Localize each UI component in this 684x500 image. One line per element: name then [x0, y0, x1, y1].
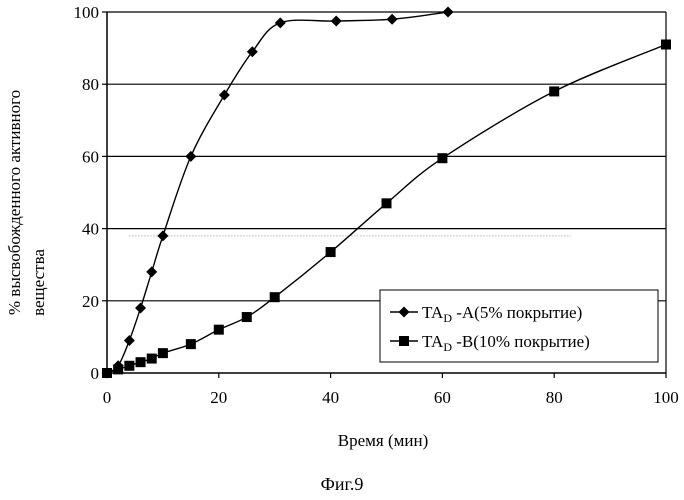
- series-0-point-8: [247, 46, 258, 57]
- x-tick-label-3: 60: [434, 388, 451, 407]
- y-tick-labels: 0 20 40 60 80 100: [74, 3, 100, 383]
- x-axis-title: Время (мин): [338, 431, 429, 450]
- series-1-point-1: [113, 364, 123, 374]
- x-tick-label-5: 100: [653, 388, 679, 407]
- y-axis-title-line2: вещества: [29, 249, 48, 316]
- series-1-point-4: [147, 354, 157, 364]
- x-tick-label-0: 0: [103, 388, 112, 407]
- y-tick-label-0: 0: [91, 364, 100, 383]
- x-tick-label-1: 20: [210, 388, 227, 407]
- y-axis-title-line1: % высвобожденного активного: [5, 90, 24, 315]
- series-0-point-11: [387, 14, 398, 25]
- x-tick-label-4: 80: [546, 388, 563, 407]
- figure-caption: Фиг.9: [321, 474, 364, 494]
- x-tick-labels: 0 20 40 60 80 100: [103, 388, 679, 407]
- x-tick-label-2: 40: [322, 388, 339, 407]
- series-0-point-7: [219, 90, 230, 101]
- series-1-point-3: [136, 357, 146, 367]
- y-tick-label-2: 40: [82, 220, 99, 239]
- y-tick-label-4: 80: [82, 75, 99, 94]
- series-0-point-3: [135, 303, 146, 314]
- series-1-point-13: [549, 86, 559, 96]
- series-0-point-4: [146, 266, 157, 277]
- series-1-point-0: [102, 368, 112, 378]
- series-1-point-9: [270, 292, 280, 302]
- legend: TAD -A(5% покрытие)TAD -B(10% покрытие): [380, 290, 658, 362]
- series-0-point-6: [185, 151, 196, 162]
- series-1-point-2: [124, 361, 134, 371]
- y-tick-label-5: 100: [74, 3, 100, 22]
- series-1-point-8: [242, 312, 252, 322]
- series-1-point-11: [382, 198, 392, 208]
- series-0-point-9: [275, 17, 286, 28]
- series-1-point-12: [437, 153, 447, 163]
- series-1-point-6: [186, 339, 196, 349]
- series-1-point-7: [214, 325, 224, 335]
- series-0-point-12: [442, 7, 453, 18]
- y-tick-label-3: 60: [82, 147, 99, 166]
- series-1-point-10: [326, 247, 336, 257]
- series-0-point-5: [157, 230, 168, 241]
- series-1-point-14: [661, 39, 671, 49]
- series-0-point-2: [124, 335, 135, 346]
- legend-marker-1: [399, 336, 409, 346]
- series-0-point-10: [331, 16, 342, 27]
- series-1-point-5: [158, 348, 168, 358]
- legend-box: [380, 290, 658, 362]
- y-tick-label-1: 20: [82, 292, 99, 311]
